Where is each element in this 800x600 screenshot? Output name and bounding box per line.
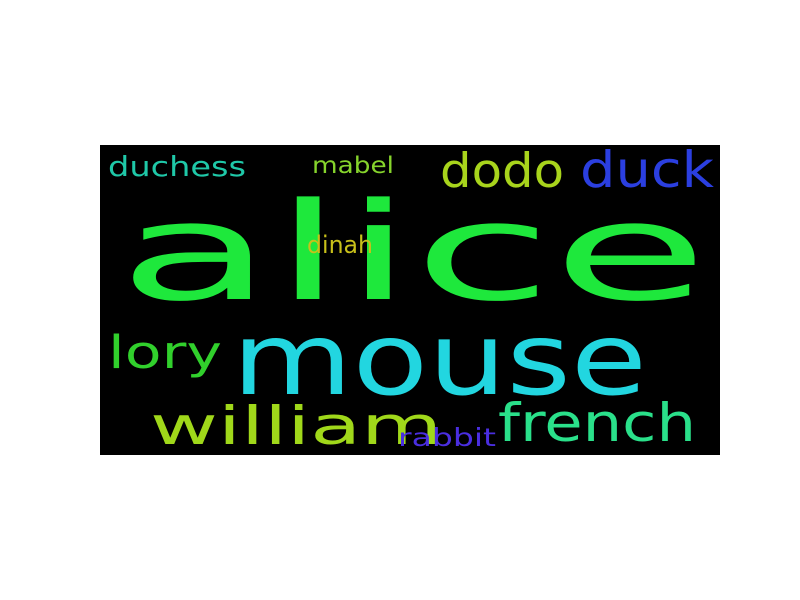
word-lory: lory	[108, 326, 222, 379]
word-rabbit: rabbit	[398, 423, 496, 452]
word-william: william	[150, 396, 442, 455]
word-french: french	[498, 393, 696, 454]
word-dodo: dodo	[440, 145, 564, 199]
word-mabel: mabel	[312, 153, 394, 179]
word-duchess: duchess	[108, 150, 246, 183]
word-alice: alice	[118, 174, 708, 331]
word-dinah: dinah	[307, 231, 373, 259]
word-mouse: mouse	[232, 301, 647, 418]
word-cloud: alice mouse william french dodo duck lor…	[100, 145, 720, 455]
word-duck: duck	[580, 145, 714, 199]
